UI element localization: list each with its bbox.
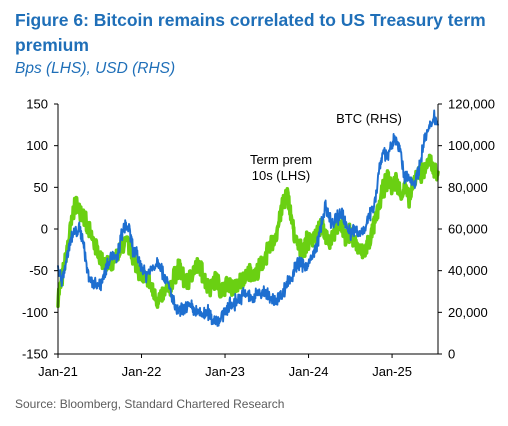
y-left-tick-label: -150 xyxy=(22,347,48,362)
annotations: Term prem 10s (LHS) BTC (RHS) xyxy=(250,111,402,183)
y-right-tick-label: 60,000 xyxy=(448,222,488,237)
x-tick-label: Jan-24 xyxy=(289,364,329,379)
y-left-tick-label: 0 xyxy=(41,222,48,237)
x-tick-label: Jan-25 xyxy=(372,364,412,379)
y-right-tick-label: 20,000 xyxy=(448,305,488,320)
x-tick-label: Jan-22 xyxy=(122,364,162,379)
y-left-tick-label: -50 xyxy=(29,263,48,278)
source-note: Source: Bloomberg, Standard Chartered Re… xyxy=(15,397,285,411)
annotation-btc: BTC (RHS) xyxy=(336,111,402,126)
y-left-tick-label: 150 xyxy=(26,97,48,112)
y-left-tick-label: 100 xyxy=(26,138,48,153)
chart-subtitle: Bps (LHS), USD (RHS) xyxy=(15,60,176,77)
x-tick-label: Jan-21 xyxy=(38,364,78,379)
series-line-btc xyxy=(57,109,439,327)
y-left-tick-label: -100 xyxy=(22,305,48,320)
y-right-tick-label: 100,000 xyxy=(448,138,495,153)
annotation-line: Term prem xyxy=(250,152,312,167)
y-right-tick-label: 40,000 xyxy=(448,263,488,278)
y-left-tick-label: 50 xyxy=(34,180,48,195)
annotation-line: BTC (RHS) xyxy=(336,111,402,126)
annotation-term_premium: Term prem 10s (LHS) xyxy=(250,152,312,183)
y-right-tick-label: 0 xyxy=(448,347,455,362)
x-tick-label: Jan-23 xyxy=(205,364,245,379)
y-right-tick-label: 120,000 xyxy=(448,97,495,112)
series-line-term_premium xyxy=(56,153,440,309)
y-right-tick-label: 80,000 xyxy=(448,180,488,195)
plot-lines xyxy=(56,109,440,327)
annotation-line: 10s (LHS) xyxy=(252,168,311,183)
axes xyxy=(54,103,442,358)
axis-labels: -150 -100 -50 0 50 100 150 0 20,000 40,000 60,000 8… xyxy=(22,97,495,380)
chart-title: Figure 6: Bitcoin remains correlated to … xyxy=(15,10,486,55)
